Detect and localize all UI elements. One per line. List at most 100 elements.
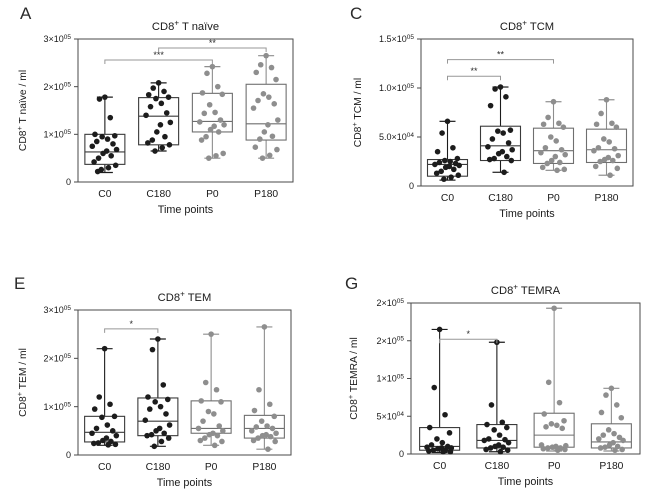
x-tick-label: C0: [98, 462, 111, 473]
data-point: [491, 427, 497, 433]
data-point: [549, 444, 556, 451]
sig-bracket: [447, 59, 554, 64]
data-point: [159, 144, 166, 151]
data-point: [272, 438, 278, 445]
data-point: [213, 386, 220, 393]
data-point: [489, 136, 496, 142]
data-point: [199, 90, 206, 96]
panel-letter-g: G: [345, 274, 359, 293]
data-point: [197, 437, 204, 444]
data-point: [595, 144, 602, 151]
data-point: [161, 430, 167, 437]
data-point: [615, 152, 621, 159]
x-tick-label: P180: [599, 461, 623, 472]
data-point: [611, 145, 618, 152]
data-point: [434, 436, 440, 442]
data-point: [545, 114, 551, 121]
data-point: [501, 169, 507, 176]
data-point: [219, 91, 226, 98]
data-point: [439, 130, 445, 136]
data-point: [435, 445, 441, 452]
data-point: [216, 423, 223, 429]
data-point: [500, 130, 506, 136]
data-point: [447, 158, 453, 165]
data-point: [497, 448, 504, 455]
data-point: [100, 437, 106, 444]
panel-e-plot: CD8+ TEM 0 1×1005 2×1005 3×1005 CD8+ TEM / ml…: [15, 290, 292, 489]
data-point: [163, 110, 170, 116]
data-point: [158, 438, 165, 445]
data-point: [544, 160, 550, 167]
data-point: [112, 162, 119, 169]
data-point: [484, 421, 490, 428]
data-point: [495, 150, 502, 157]
panel-title: CD8+ T naïve: [152, 19, 219, 33]
data-point: [487, 102, 494, 109]
data-point: [208, 331, 214, 337]
data-point: [485, 436, 492, 442]
data-point: [540, 121, 547, 128]
data-point: [436, 326, 443, 333]
data-point: [112, 441, 119, 448]
data-point: [206, 431, 213, 438]
y-tick-label: 0: [66, 177, 71, 187]
y-tick-label: 3×1005: [43, 34, 71, 44]
data-point: [613, 402, 620, 408]
sig-label: *: [129, 319, 133, 329]
data-point: [99, 414, 105, 421]
data-point: [111, 413, 118, 420]
panel-g: G CD8+ TEMRA 0 5×1004 1×1005 2×1005 2×1005 CD8…: [325, 248, 650, 495]
sig-label: **: [497, 50, 505, 60]
data-point: [91, 159, 97, 165]
y-tick-label: 1.5×1005: [379, 34, 414, 44]
data-point: [508, 157, 515, 164]
data-point: [111, 132, 118, 139]
sig-label: **: [470, 66, 478, 76]
data-point: [110, 141, 116, 147]
data-point: [448, 174, 454, 180]
data-point: [104, 422, 111, 428]
data-point: [207, 126, 214, 133]
y-tick-label: 2×1005: [43, 81, 71, 91]
data-point: [266, 401, 273, 408]
data-point: [611, 430, 617, 437]
data-point: [150, 85, 157, 91]
data-point: [560, 124, 567, 130]
data-point: [267, 433, 274, 440]
data-point: [166, 142, 173, 148]
panel-letter-e: E: [14, 274, 26, 293]
data-point: [557, 159, 563, 166]
box: [138, 97, 180, 146]
panel-letter-a: A: [20, 4, 32, 23]
data-point: [554, 167, 560, 174]
x-tick-label: P180: [594, 193, 618, 204]
data-point: [504, 447, 511, 454]
data-point: [220, 150, 226, 157]
data-point: [102, 94, 108, 100]
y-tick-label: 3×1005: [43, 305, 71, 315]
data-point: [273, 76, 279, 83]
data-point: [497, 84, 504, 90]
y-tick-label: 1×1005: [376, 373, 404, 383]
y-axis-label: CD8+ TCM / ml: [350, 78, 364, 147]
data-point: [430, 447, 437, 454]
x-tick-label: C0: [98, 189, 111, 200]
data-point: [554, 422, 560, 429]
data-point: [556, 120, 562, 127]
sig-bracket: [439, 338, 498, 344]
data-point: [109, 428, 116, 434]
data-point: [481, 437, 488, 444]
data-point: [164, 396, 171, 403]
box: [84, 133, 126, 165]
data-point: [485, 144, 491, 150]
x-tick-label: C0: [441, 193, 454, 204]
data-point: [483, 446, 489, 453]
y-tick-label: 0: [66, 450, 71, 460]
data-point: [99, 133, 105, 140]
y-tick-label: 1.0×1005: [379, 83, 414, 93]
y-tick-label: 1×1005: [43, 401, 71, 411]
data-point: [598, 409, 605, 416]
data-point: [271, 101, 278, 107]
panel-c-plot: CD8+ TCM 0 5.0×1004 1.0×1005 1.5×1005 CD8+ TC…: [350, 19, 634, 220]
data-point: [196, 119, 203, 125]
